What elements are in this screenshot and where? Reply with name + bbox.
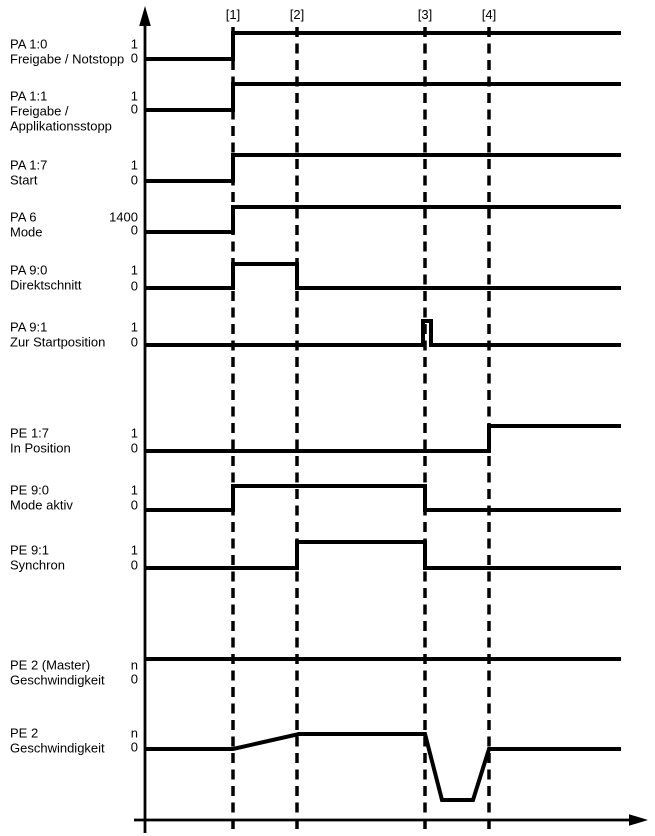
level-value-pe-2-master-low: 0 (130, 671, 138, 687)
level-value-pa-1-0-low: 0 (130, 50, 138, 66)
signal-label-pa-1-1-line2: Freigabe / (10, 103, 69, 119)
timepoint-label-3: [3] (418, 7, 432, 22)
signal-label-pa-1-1-line1: PA 1:1 (10, 88, 48, 104)
level-value-pa-9-1-low: 0 (130, 334, 138, 350)
signal-label-pe-2-line1: PE 2 (10, 725, 39, 741)
signal-label-pa-9-1-line1: PA 9:1 (10, 319, 48, 335)
waveform-pa-1-7 (145, 153, 621, 183)
level-value-pe-2-master-high: n (130, 657, 138, 673)
waveform-pa-1-1 (145, 82, 621, 112)
waveforms-group (145, 31, 621, 802)
level-value-pa-9-0-low: 0 (130, 278, 138, 294)
level-value-pe-9-0-high: 1 (130, 482, 138, 498)
level-value-pe-2-high: n (130, 725, 138, 741)
signal-label-pe-9-0-line2: Mode aktiv (10, 497, 73, 513)
level-value-pa-1-1-low: 0 (130, 101, 138, 117)
signal-label-pa-1-1-line3: Applikationsstopp (10, 118, 112, 134)
axes-group (134, 6, 648, 833)
signal-label-pa-1-0-line1: PA 1:0 (10, 36, 48, 52)
signal-label-pa-6-line2: Mode (10, 224, 43, 240)
level-value-pe-1-7-low: 0 (130, 440, 138, 456)
waveform-pe-2 (145, 732, 621, 802)
signal-label-pa-9-0-line2: Direktschnitt (10, 277, 82, 293)
signal-label-pa-1-7-line1: PA 1:7 (10, 157, 48, 173)
signal-label-pe-1-7-line1: PE 1:7 (10, 425, 50, 441)
waveform-pe-9-1 (145, 540, 621, 570)
level-value-pa-1-7-high: 1 (130, 157, 138, 173)
signal-label-pe-2-master-line1: PE 2 (Master) (10, 657, 91, 673)
time-axis-arrow-icon (629, 814, 648, 826)
timepoints-group: [1] [2] [3] [4] (226, 7, 496, 831)
level-value-pe-1-7-high: 1 (130, 425, 138, 441)
waveform-pe-1-7 (145, 424, 621, 453)
signal-label-pa-1-0-line2: Freigabe / Notstopp (10, 51, 125, 67)
timepoint-label-1: [1] (226, 7, 240, 22)
signal-label-pa-9-0-line1: PA 9:0 (10, 262, 48, 278)
level-value-pa-1-0-high: 1 (130, 36, 138, 52)
value-axis-arrow-icon (139, 6, 151, 26)
waveform-pa-9-1 (145, 319, 621, 347)
level-value-pa-9-0-high: 1 (130, 262, 138, 278)
waveform-pe-9-0 (145, 484, 621, 512)
signal-label-pe-9-1-line2: Synchron (10, 557, 65, 573)
level-value-pa-6-high: 1400 (109, 209, 138, 225)
level-value-pe-9-1-low: 0 (130, 557, 138, 573)
level-value-pa-1-1-high: 1 (130, 88, 138, 104)
signal-label-pe-9-0-line1: PE 9:0 (10, 482, 50, 498)
level-value-pa-9-1-high: 1 (130, 319, 138, 335)
signal-label-pe-2-master-line2: Geschwindigkeit (10, 672, 105, 688)
timepoint-label-4: [4] (482, 7, 496, 22)
signal-label-pa-1-7-line2: Start (10, 172, 38, 188)
waveform-pa-9-0 (145, 262, 621, 290)
signal-label-pe-9-1-line1: PE 9:1 (10, 542, 50, 558)
level-value-pe-9-0-low: 0 (130, 497, 138, 513)
waveform-pa-6 (145, 205, 621, 234)
level-value-pa-1-7-low: 0 (130, 172, 138, 188)
level-value-pe-2-low: 0 (130, 739, 138, 755)
timepoint-label-2: [2] (290, 7, 304, 22)
signal-label-pa-6-line1: PA 6 (10, 209, 37, 225)
signal-label-pa-9-1-line2: Zur Startposition (10, 334, 106, 350)
signal-label-pe-2-line2: Geschwindigkeit (10, 740, 105, 756)
level-value-pe-9-1-high: 1 (130, 542, 138, 558)
level-value-pa-6-low: 0 (130, 222, 138, 238)
signal-label-pe-1-7-line2: In Position (10, 440, 71, 456)
waveform-pa-1-0 (145, 31, 621, 61)
